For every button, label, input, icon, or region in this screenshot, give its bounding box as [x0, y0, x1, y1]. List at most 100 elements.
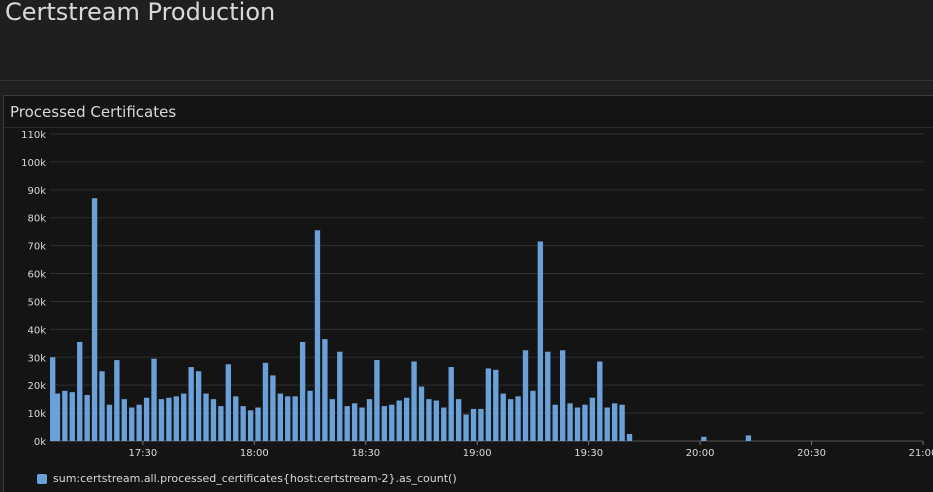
chart-bar	[701, 436, 707, 441]
y-tick-label: 80k	[27, 214, 46, 225]
panel-header: Processed Certificates	[4, 96, 933, 128]
chart-bar	[559, 350, 566, 441]
chart-bar	[403, 397, 410, 441]
chart-bar	[493, 369, 499, 441]
legend[interactable]: sum:certstream.all.processed_certificate…	[37, 472, 457, 485]
chart-bar	[77, 341, 83, 441]
chart-bar	[54, 393, 61, 441]
chart-bar	[485, 368, 492, 441]
y-tick-label: 100k	[21, 158, 46, 169]
y-tick-label: 110k	[21, 130, 46, 141]
chart-bar	[545, 351, 551, 441]
chart-bar	[515, 396, 521, 441]
chart-bar	[129, 407, 135, 441]
y-tick-label: 70k	[27, 242, 46, 253]
chart-bar	[203, 393, 209, 441]
chart-bar	[225, 364, 231, 441]
chart-bar	[478, 408, 484, 441]
chart-bar	[285, 396, 291, 441]
chart-bar	[448, 367, 454, 441]
chart-bar	[337, 351, 343, 441]
chart-bar	[589, 397, 596, 441]
chart-bar	[374, 360, 380, 441]
chart-bar	[470, 408, 477, 441]
chart-bar	[247, 410, 254, 441]
chart-bar	[418, 386, 425, 441]
chart-bar	[463, 414, 469, 441]
chart-bar	[381, 406, 388, 441]
y-tick-label: 30k	[27, 353, 46, 364]
chart-bar	[292, 396, 298, 441]
chart-bar	[426, 399, 432, 441]
panel-title[interactable]: Processed Certificates	[10, 103, 177, 121]
chart-bar	[166, 397, 172, 441]
chart-bar	[255, 407, 261, 441]
chart-bar	[611, 403, 618, 441]
chart-bar	[329, 399, 336, 441]
chart-bar	[359, 407, 365, 441]
chart-bar	[195, 371, 202, 441]
y-tick-label: 90k	[27, 186, 46, 197]
chart-bar	[84, 394, 90, 441]
chart-bar	[567, 403, 573, 441]
chart-bar	[507, 399, 514, 441]
x-tick-label: 19:30	[574, 448, 603, 459]
y-tick-label: 0k	[34, 437, 46, 448]
chart-bar	[396, 400, 402, 441]
chart-bar	[173, 396, 179, 441]
x-tick-label: 20:00	[686, 448, 715, 459]
chart-bar	[604, 407, 610, 441]
chart-bar	[389, 404, 395, 441]
chart-bar	[433, 400, 440, 441]
chart-bar	[69, 392, 75, 441]
chart-bar	[181, 393, 187, 441]
chart-bar	[151, 358, 157, 441]
y-tick-label: 50k	[27, 297, 46, 308]
chart-bar	[626, 434, 633, 441]
chart-bar	[552, 404, 558, 441]
chart-bar	[50, 357, 56, 441]
chart-bar	[299, 341, 306, 441]
chart-bar	[597, 361, 603, 441]
chart-bar	[210, 399, 217, 441]
chart-bar	[62, 390, 68, 441]
chart-bar	[351, 403, 358, 441]
x-tick-label: 18:00	[240, 448, 269, 459]
chart-bar	[143, 397, 150, 441]
chart-bar	[218, 406, 224, 441]
x-tick-label: 18:30	[351, 448, 380, 459]
chart-bar	[91, 198, 98, 441]
x-tick-label: 17:30	[128, 448, 157, 459]
chart-bar	[366, 399, 373, 441]
chart-bar	[99, 371, 105, 441]
legend-label: sum:certstream.all.processed_certificate…	[53, 472, 457, 485]
dashboard-header: Certstream Production	[0, 0, 933, 81]
chart-bar	[537, 241, 544, 441]
legend-swatch	[37, 473, 47, 484]
chart-bar	[522, 350, 529, 441]
x-tick-label: 20:30	[797, 448, 826, 459]
chart-bar	[233, 396, 239, 441]
chart-bar	[106, 404, 113, 441]
chart-bar	[582, 404, 588, 441]
chart-bar	[188, 367, 194, 441]
chart-bar	[530, 390, 536, 441]
chart-bar	[307, 390, 313, 441]
chart-bar	[240, 406, 246, 441]
chart-bar	[619, 404, 625, 441]
chart-bar	[314, 230, 321, 441]
chart-bar	[270, 375, 276, 441]
y-tick-label: 20k	[27, 381, 46, 392]
chart-bar	[262, 362, 269, 441]
y-tick-label: 10k	[27, 409, 46, 420]
chart-bar	[344, 406, 350, 441]
chart-bar	[121, 399, 127, 441]
chart-bar	[745, 435, 752, 441]
chart-bar	[158, 399, 165, 441]
y-tick-label: 40k	[27, 325, 46, 336]
chart-bar	[500, 393, 506, 441]
chart-bar	[455, 399, 462, 441]
chart-bar	[411, 361, 417, 441]
y-tick-label: 60k	[27, 270, 46, 281]
